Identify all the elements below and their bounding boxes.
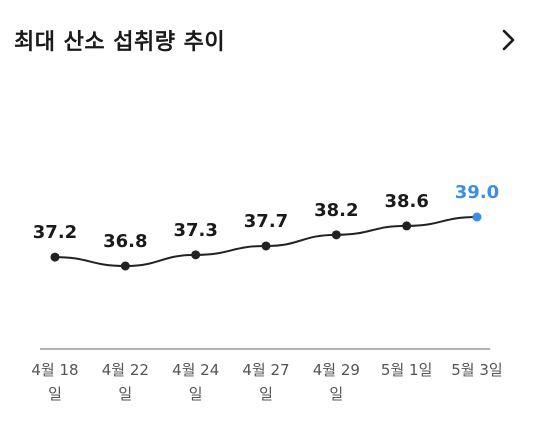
x-tick-label: 일 xyxy=(329,385,343,403)
x-tick-label: 4월 24 xyxy=(172,361,219,379)
card-title: 최대 산소 섭취량 추이 xyxy=(14,30,226,55)
data-value-label: 37.2 xyxy=(33,222,77,243)
x-tick-label: 5월 1일 xyxy=(381,361,432,379)
x-tick-label: 4월 29 xyxy=(313,361,360,379)
data-point[interactable] xyxy=(402,221,412,231)
data-value-label: 38.6 xyxy=(384,191,428,212)
x-tick-label: 일 xyxy=(48,385,62,403)
x-tick-label: 4월 22 xyxy=(102,361,149,379)
x-tick-label: 4월 27 xyxy=(242,361,289,379)
card-header[interactable]: 최대 산소 섭취량 추이 xyxy=(14,20,523,60)
data-value-label: 37.3 xyxy=(173,220,217,241)
data-point[interactable] xyxy=(261,241,271,251)
data-value-label: 38.2 xyxy=(314,200,358,221)
x-tick-label: 일 xyxy=(118,385,132,403)
x-tick-label: 일 xyxy=(259,385,273,403)
data-point[interactable] xyxy=(50,252,60,262)
chevron-right-icon[interactable] xyxy=(493,25,523,55)
x-tick-label: 5월 3일 xyxy=(451,361,502,379)
data-point[interactable] xyxy=(472,212,482,222)
x-tick-label: 4월 18 xyxy=(31,361,78,379)
data-value-label: 36.8 xyxy=(103,231,147,252)
data-value-label: 39.0 xyxy=(455,182,499,203)
data-point[interactable] xyxy=(120,261,130,271)
data-value-label: 37.7 xyxy=(244,211,288,232)
data-point[interactable] xyxy=(331,230,341,240)
data-point[interactable] xyxy=(191,250,201,260)
x-tick-label: 일 xyxy=(189,385,203,403)
